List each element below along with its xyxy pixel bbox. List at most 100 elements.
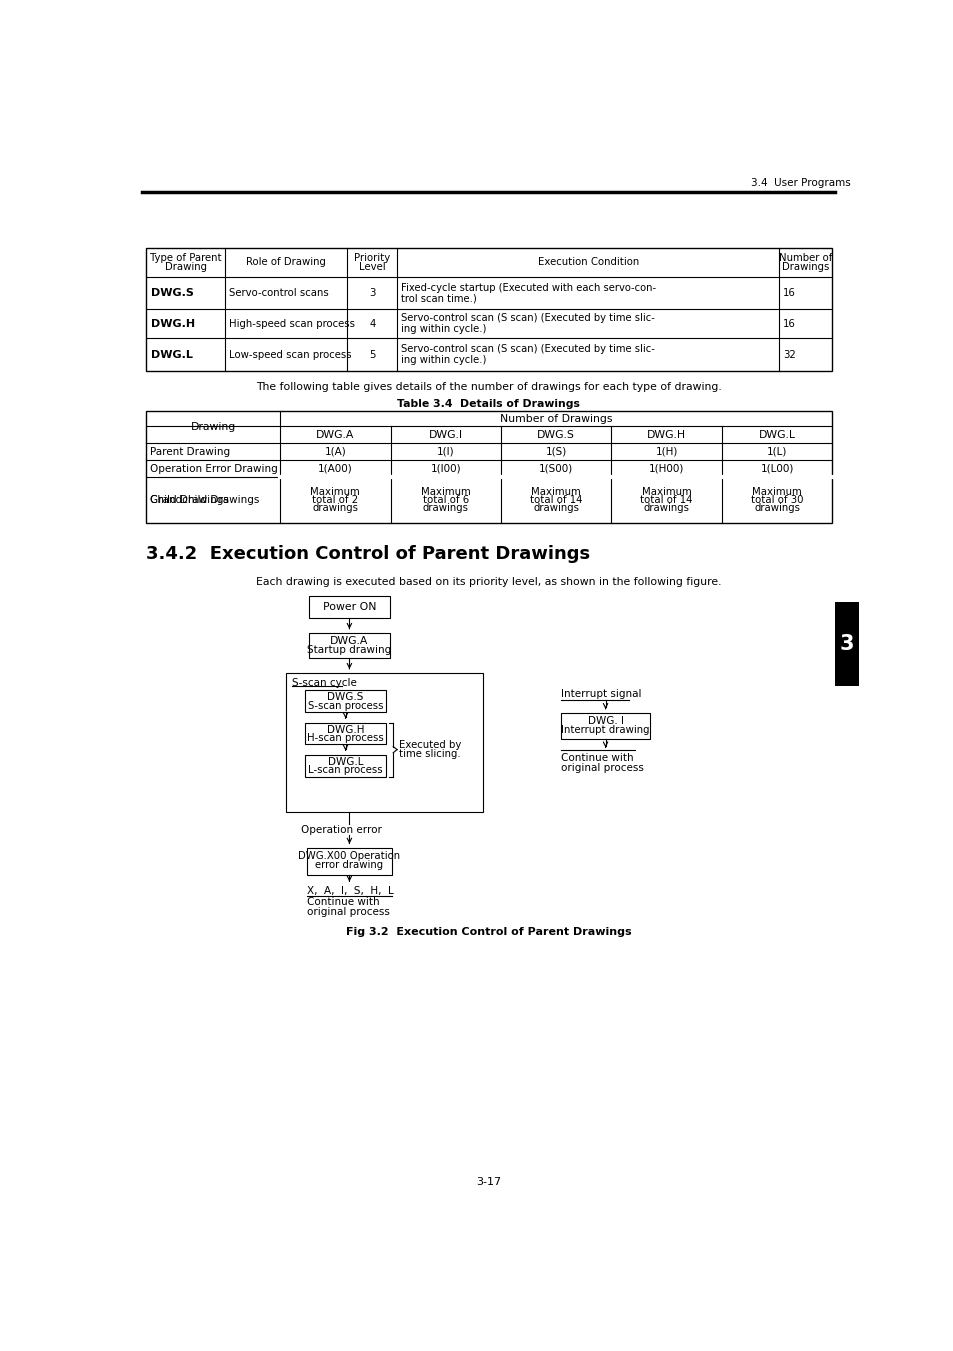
Text: 3.4.2  Execution Control of Parent Drawings: 3.4.2 Execution Control of Parent Drawin… [146, 544, 590, 563]
Text: DWG.H: DWG.H [646, 430, 685, 439]
Text: Drawing: Drawing [165, 262, 207, 272]
Text: trol scan time.): trol scan time.) [401, 293, 476, 304]
Text: Type of Parent: Type of Parent [150, 253, 221, 262]
Text: drawings: drawings [312, 503, 358, 513]
Text: Maximum: Maximum [531, 488, 580, 497]
Text: DWG.S: DWG.S [327, 692, 363, 703]
Text: Child Drawings: Child Drawings [150, 496, 229, 505]
Bar [309, 634, 390, 658]
Text: Startup drawing: Startup drawing [307, 646, 391, 655]
Text: Priority: Priority [354, 253, 390, 262]
Text: 16: 16 [782, 288, 796, 299]
Text: 1(I): 1(I) [436, 447, 454, 457]
Text: total of 14: total of 14 [529, 496, 582, 505]
Text: Role of Drawing: Role of Drawing [246, 257, 326, 267]
Bar [146, 247, 831, 370]
Text: 1(A): 1(A) [324, 447, 346, 457]
Text: Continue with: Continue with [307, 897, 379, 908]
Text: Servo-control scan (S scan) (Executed by time slic-: Servo-control scan (S scan) (Executed by… [401, 345, 655, 354]
Text: original process: original process [560, 763, 643, 773]
Text: Fig 3.2  Execution Control of Parent Drawings: Fig 3.2 Execution Control of Parent Draw… [346, 927, 631, 936]
Text: Maximum: Maximum [310, 488, 360, 497]
Text: Parent Drawing: Parent Drawing [150, 447, 230, 457]
Text: X,  A,  I,  S,  H,  L: X, A, I, S, H, L [307, 886, 394, 896]
Text: Maximum: Maximum [751, 488, 801, 497]
Text: drawings: drawings [422, 503, 468, 513]
Bar [286, 673, 483, 812]
Text: Executed by: Executed by [399, 740, 461, 750]
Text: 32: 32 [782, 350, 795, 359]
Text: Servo-control scan (S scan) (Executed by time slic-: Servo-control scan (S scan) (Executed by… [401, 313, 655, 323]
Text: Table 3.4  Details of Drawings: Table 3.4 Details of Drawings [397, 399, 579, 408]
Bar [309, 596, 390, 617]
Text: 1(H00): 1(H00) [648, 463, 683, 474]
Text: ing within cycle.): ing within cycle.) [401, 355, 486, 365]
Text: drawings: drawings [533, 503, 578, 513]
Text: S-scan process: S-scan process [308, 701, 383, 711]
Text: 3-17: 3-17 [476, 1177, 501, 1188]
Text: Number of Drawings: Number of Drawings [499, 413, 612, 423]
Text: DWG.S: DWG.S [151, 288, 193, 299]
Text: Interrupt signal: Interrupt signal [560, 689, 640, 698]
Text: Drawings: Drawings [781, 262, 829, 272]
Text: error drawing: error drawing [315, 861, 383, 870]
Text: 3: 3 [839, 634, 853, 654]
Text: DWG.L: DWG.L [328, 757, 363, 767]
Text: 1(L): 1(L) [766, 447, 786, 457]
Text: DWG.H: DWG.H [151, 319, 195, 328]
Text: 3.4  User Programs: 3.4 User Programs [750, 177, 850, 188]
Text: Level: Level [358, 262, 385, 272]
Text: 1(I00): 1(I00) [430, 463, 460, 474]
Text: drawings: drawings [643, 503, 689, 513]
Text: drawings: drawings [753, 503, 800, 513]
Text: total of 2: total of 2 [312, 496, 358, 505]
Text: Operation error: Operation error [301, 825, 381, 835]
Text: DWG. I: DWG. I [587, 716, 623, 725]
Text: Maximum: Maximum [420, 488, 470, 497]
Text: total of 6: total of 6 [422, 496, 468, 505]
Text: DWG.S: DWG.S [537, 430, 575, 439]
Text: DWG.I: DWG.I [428, 430, 462, 439]
Bar [305, 723, 386, 744]
Bar [305, 690, 386, 712]
Text: High-speed scan process: High-speed scan process [229, 319, 355, 328]
Text: 1(S00): 1(S00) [538, 463, 573, 474]
Text: Drawing: Drawing [191, 422, 235, 432]
Text: Number of: Number of [779, 253, 832, 262]
Text: Operation Error Drawing: Operation Error Drawing [150, 463, 277, 474]
Text: L-scan process: L-scan process [308, 766, 382, 775]
Text: Execution Condition: Execution Condition [537, 257, 639, 267]
Bar [835, 601, 858, 686]
Text: Maximum: Maximum [641, 488, 691, 497]
Bar [305, 755, 386, 777]
Text: time slicing.: time slicing. [399, 750, 460, 759]
Text: S-scan cycle: S-scan cycle [292, 678, 356, 688]
Text: Each drawing is executed based on its priority level, as shown in the following : Each drawing is executed based on its pr… [256, 577, 720, 588]
Text: Continue with: Continue with [560, 754, 633, 763]
Text: 1(A00): 1(A00) [317, 463, 353, 474]
Text: 4: 4 [369, 319, 375, 328]
Text: Grandchild Drawings: Grandchild Drawings [150, 496, 259, 505]
Bar [307, 848, 392, 875]
Text: ing within cycle.): ing within cycle.) [401, 324, 486, 334]
Text: original process: original process [307, 907, 389, 917]
Text: DWG.H: DWG.H [327, 724, 364, 735]
Text: The following table gives details of the number of drawings for each type of dra: The following table gives details of the… [255, 381, 721, 392]
Text: 16: 16 [782, 319, 796, 328]
Text: total of 14: total of 14 [639, 496, 692, 505]
Text: DWG.A: DWG.A [330, 636, 368, 646]
Text: Servo-control scans: Servo-control scans [229, 288, 329, 299]
Bar [146, 411, 831, 523]
Text: 3: 3 [369, 288, 375, 299]
Text: DWG.L: DWG.L [758, 430, 795, 439]
Text: Power ON: Power ON [322, 603, 375, 612]
Text: 1(S): 1(S) [545, 447, 566, 457]
Text: Fixed-cycle startup (Executed with each servo-con-: Fixed-cycle startup (Executed with each … [401, 282, 656, 293]
Text: DWG.X00 Operation: DWG.X00 Operation [298, 851, 400, 861]
Text: total of 30: total of 30 [750, 496, 802, 505]
Text: Low-speed scan process: Low-speed scan process [229, 350, 352, 359]
Text: Interrupt drawing: Interrupt drawing [560, 725, 649, 735]
Bar [560, 713, 649, 739]
Text: 5: 5 [369, 350, 375, 359]
Text: 1(L00): 1(L00) [760, 463, 793, 474]
